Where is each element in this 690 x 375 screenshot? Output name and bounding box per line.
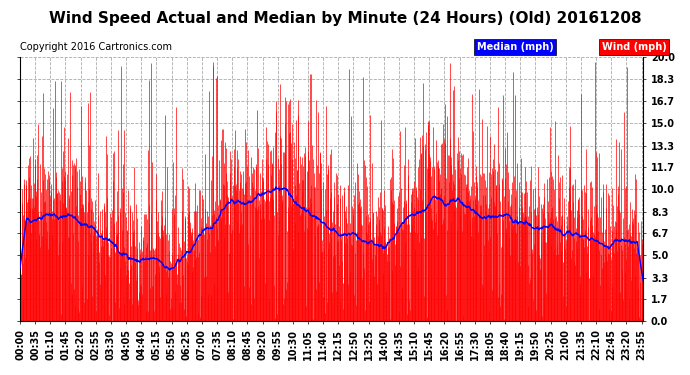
Text: Copyright 2016 Cartronics.com: Copyright 2016 Cartronics.com [20, 42, 172, 52]
Text: Wind (mph): Wind (mph) [602, 42, 667, 52]
Text: Median (mph): Median (mph) [477, 42, 553, 52]
Text: Wind Speed Actual and Median by Minute (24 Hours) (Old) 20161208: Wind Speed Actual and Median by Minute (… [49, 11, 641, 26]
